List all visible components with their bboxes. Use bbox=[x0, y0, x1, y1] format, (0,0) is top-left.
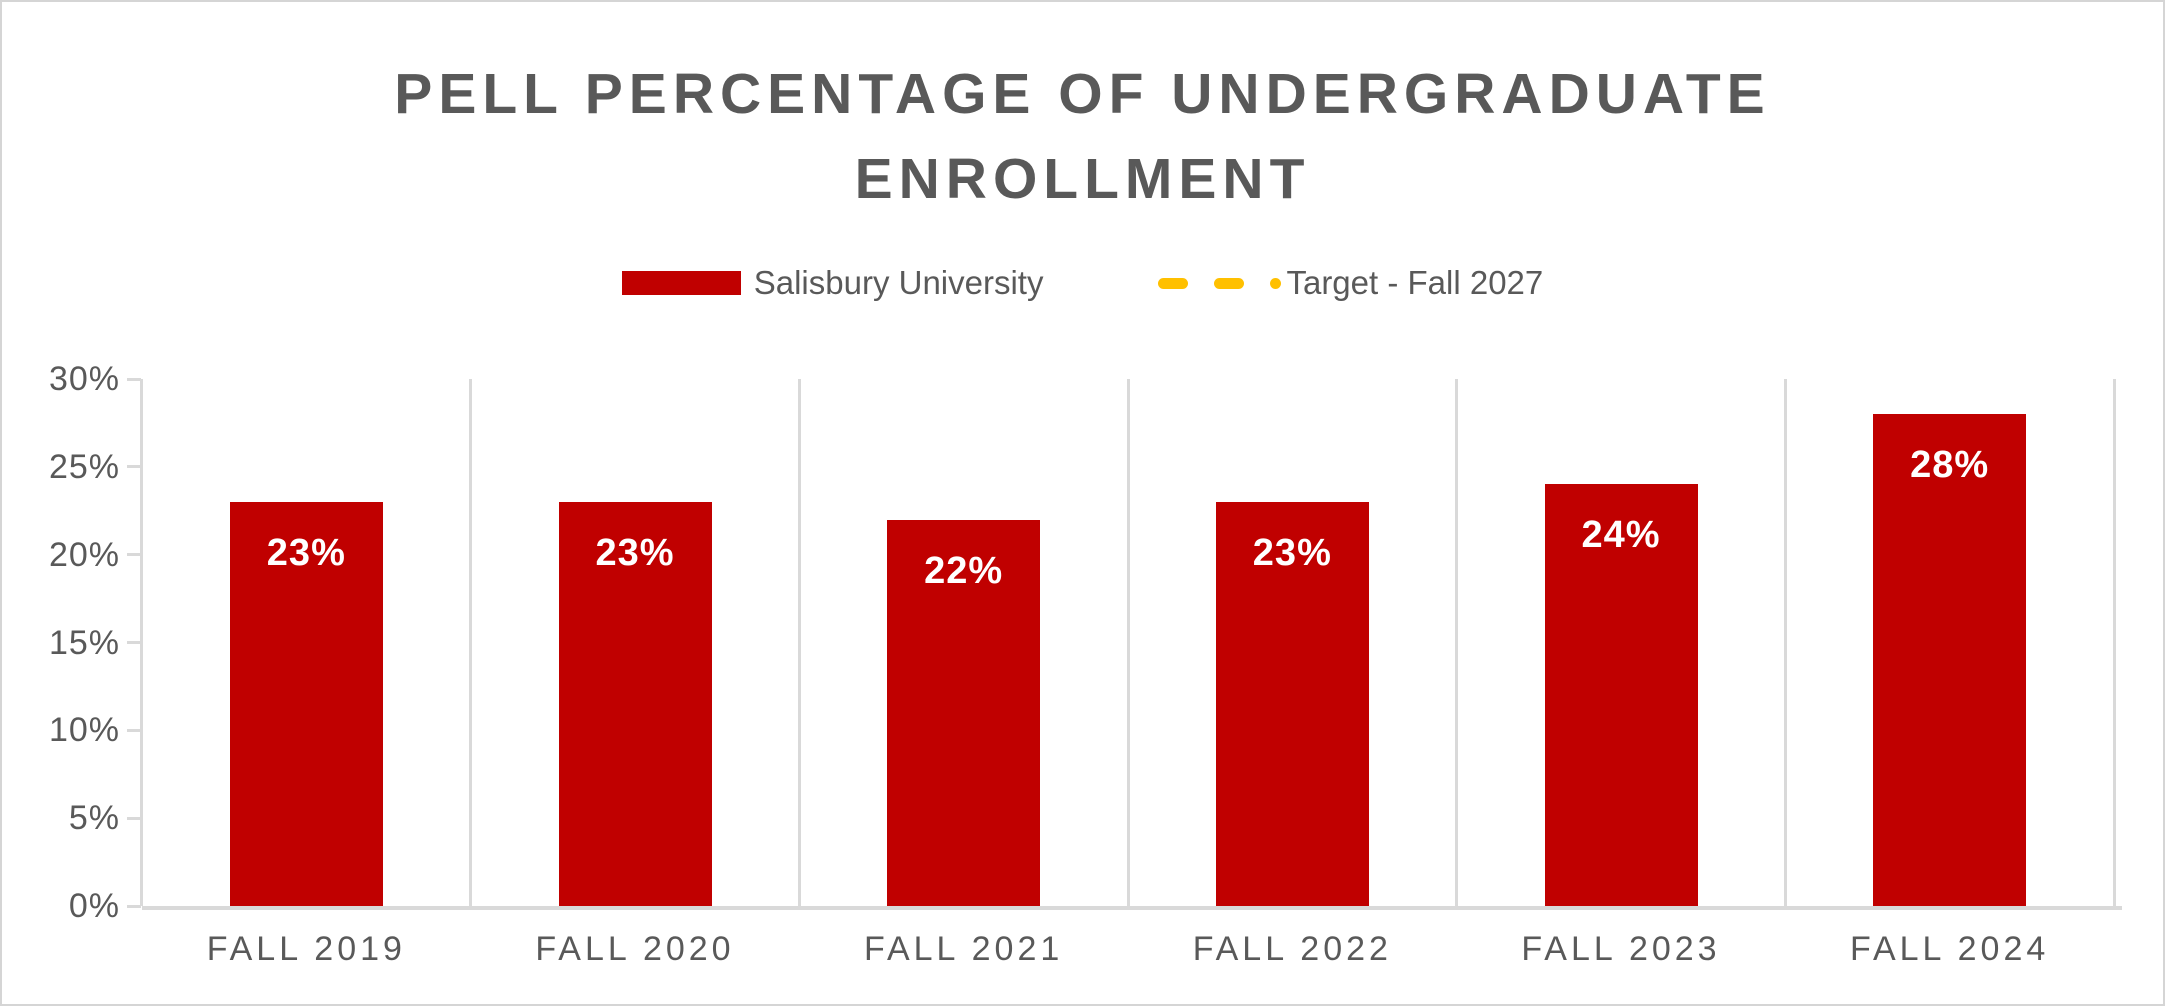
legend-dashed-line-icon bbox=[1158, 277, 1282, 289]
bar bbox=[1215, 501, 1369, 906]
y-tick-label: 25% bbox=[48, 447, 120, 486]
legend-label-target: Target - Fall 2027 bbox=[1286, 264, 1544, 301]
y-tick-label: 20% bbox=[48, 535, 120, 574]
y-tick-label: 30% bbox=[48, 360, 120, 398]
x-tick-label: FALL 2024 bbox=[1850, 930, 2050, 968]
x-tick-label: FALL 2020 bbox=[535, 930, 735, 968]
legend-label-salisbury-university: Salisbury University bbox=[753, 264, 1044, 301]
bar bbox=[887, 519, 1041, 906]
y-tick-mark bbox=[127, 465, 141, 469]
y-tick-label: 5% bbox=[68, 799, 120, 838]
vertical-gridline bbox=[1455, 379, 1459, 906]
y-tick-mark bbox=[127, 728, 141, 732]
x-tick-label: FALL 2021 bbox=[864, 930, 1064, 968]
vertical-gridline bbox=[469, 379, 473, 906]
bar-data-label: 28% bbox=[1910, 444, 1990, 487]
vertical-gridline bbox=[1126, 379, 1130, 906]
bar bbox=[1544, 484, 1698, 906]
x-axis-line bbox=[142, 906, 2122, 910]
y-axis-line bbox=[140, 379, 143, 906]
chart-title: PELL PERCENTAGE OF UNDERGRADUATE ENROLLM… bbox=[394, 62, 1771, 211]
bar-data-label: 23% bbox=[595, 531, 675, 574]
vertical-gridline bbox=[2112, 379, 2116, 906]
x-tick-label: FALL 2019 bbox=[206, 930, 406, 968]
y-tick-mark bbox=[127, 553, 141, 557]
bar bbox=[229, 501, 383, 906]
x-tick-label: FALL 2023 bbox=[1521, 930, 1721, 968]
bar-data-label: 23% bbox=[1252, 531, 1332, 574]
y-tick-label: 15% bbox=[48, 623, 120, 662]
y-tick-mark bbox=[127, 904, 141, 908]
bar bbox=[1873, 414, 2027, 906]
y-tick-mark bbox=[127, 377, 141, 381]
y-tick-label: 10% bbox=[48, 711, 120, 750]
legend: Salisbury University Target - Fall 2027 bbox=[2, 264, 2163, 302]
dot-segment-icon bbox=[1270, 277, 1282, 289]
vertical-gridline bbox=[797, 379, 801, 906]
bar-data-label: 24% bbox=[1581, 514, 1661, 557]
legend-item-target: Target - Fall 2027 bbox=[1158, 264, 1543, 302]
y-tick-mark bbox=[127, 816, 141, 820]
y-tick-label: 0% bbox=[68, 887, 120, 925]
bar-data-label: 23% bbox=[266, 531, 346, 574]
bar-data-label: 22% bbox=[924, 549, 1004, 592]
legend-item-salisbury-university: Salisbury University bbox=[621, 264, 1044, 302]
dash-segment-icon bbox=[1158, 277, 1189, 289]
legend-bar-swatch-icon bbox=[621, 271, 741, 295]
x-tick-label: FALL 2022 bbox=[1192, 930, 1392, 968]
vertical-gridline bbox=[1783, 379, 1787, 906]
y-tick-mark bbox=[127, 641, 141, 644]
bar bbox=[558, 501, 712, 906]
dash-segment-icon bbox=[1214, 277, 1245, 289]
